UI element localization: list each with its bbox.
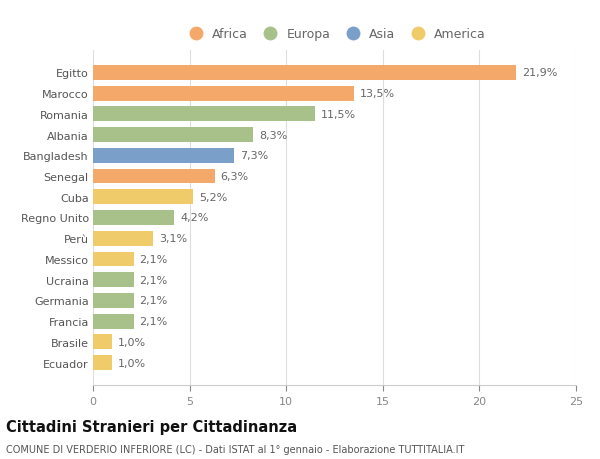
Text: 1,0%: 1,0% (118, 358, 146, 368)
Bar (93, 293, 134, 308)
Text: 13,5%: 13,5% (359, 89, 395, 99)
Text: 2,1%: 2,1% (139, 317, 167, 326)
Text: Cittadini Stranieri per Cittadinanza: Cittadini Stranieri per Cittadinanza (6, 419, 297, 434)
Bar (93, 107, 315, 122)
Text: 5,2%: 5,2% (199, 192, 227, 202)
Text: 21,9%: 21,9% (522, 68, 557, 78)
Bar (93, 314, 134, 329)
Bar (93, 128, 253, 143)
Bar (93, 335, 112, 350)
Text: 1,0%: 1,0% (118, 337, 146, 347)
Bar (93, 190, 193, 205)
Bar (93, 355, 112, 370)
Text: COMUNE DI VERDERIO INFERIORE (LC) - Dati ISTAT al 1° gennaio - Elaborazione TUTT: COMUNE DI VERDERIO INFERIORE (LC) - Dati… (6, 444, 464, 454)
Text: 2,1%: 2,1% (139, 275, 167, 285)
Bar (93, 66, 516, 81)
Bar (93, 231, 153, 246)
Bar (93, 252, 134, 267)
Text: 2,1%: 2,1% (139, 296, 167, 306)
Legend: Africa, Europa, Asia, America: Africa, Europa, Asia, America (178, 23, 491, 46)
Text: 8,3%: 8,3% (259, 130, 287, 140)
Text: 4,2%: 4,2% (180, 213, 208, 223)
Bar (93, 273, 134, 287)
Text: 2,1%: 2,1% (139, 254, 167, 264)
Text: 11,5%: 11,5% (321, 110, 356, 119)
Text: 6,3%: 6,3% (221, 172, 248, 182)
Bar (93, 149, 234, 163)
Text: 7,3%: 7,3% (240, 151, 268, 161)
Bar (93, 211, 174, 225)
Bar (93, 169, 215, 184)
Text: 3,1%: 3,1% (158, 234, 187, 244)
Bar (93, 86, 354, 101)
